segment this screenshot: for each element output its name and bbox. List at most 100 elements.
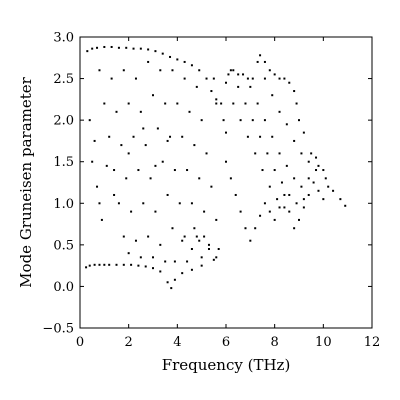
data-point	[246, 77, 249, 80]
data-point	[154, 50, 157, 53]
x-tick-label: 6	[222, 335, 230, 350]
data-point	[310, 152, 313, 155]
data-point	[302, 131, 305, 134]
data-point	[317, 189, 320, 192]
data-point	[127, 252, 130, 255]
data-point	[132, 135, 135, 138]
data-point	[91, 47, 94, 50]
data-point	[181, 135, 184, 138]
data-point	[134, 239, 137, 242]
data-point	[173, 260, 176, 263]
data-point	[225, 131, 227, 134]
data-point	[271, 94, 274, 97]
data-point	[108, 263, 111, 266]
data-point	[147, 60, 150, 63]
data-point	[142, 127, 145, 130]
data-point	[176, 102, 179, 105]
data-point	[261, 169, 264, 172]
data-point	[173, 169, 176, 172]
data-point	[254, 152, 257, 155]
data-point	[88, 264, 91, 267]
data-point	[222, 119, 225, 122]
data-point	[115, 110, 118, 113]
data-point	[278, 77, 281, 80]
data-point	[113, 169, 116, 172]
data-point	[183, 235, 186, 238]
data-point	[205, 77, 208, 80]
data-point	[98, 69, 101, 72]
data-point	[259, 214, 262, 217]
data-point	[100, 218, 103, 221]
data-point	[312, 181, 315, 184]
data-point	[154, 164, 157, 167]
data-point	[259, 54, 262, 57]
data-point	[183, 77, 186, 80]
data-point	[96, 46, 99, 49]
data-point	[315, 156, 318, 159]
data-point	[278, 206, 281, 209]
data-point	[200, 264, 203, 267]
data-point	[169, 55, 172, 58]
data-point	[254, 227, 257, 230]
data-point	[271, 135, 274, 138]
data-point	[198, 239, 201, 242]
data-point	[302, 206, 305, 209]
data-point	[242, 73, 245, 76]
data-point	[169, 135, 172, 138]
data-point	[127, 102, 130, 105]
data-point	[142, 202, 145, 205]
data-point	[132, 47, 135, 50]
data-point	[113, 193, 116, 196]
data-point	[215, 98, 218, 101]
y-tick-label: 2.0	[53, 114, 74, 129]
data-point	[193, 144, 196, 147]
data-point	[244, 102, 247, 105]
data-point	[298, 119, 300, 122]
plot-frame	[79, 36, 373, 329]
data-point	[263, 60, 266, 63]
data-point	[183, 60, 186, 63]
data-point	[203, 235, 206, 238]
data-point	[276, 198, 279, 201]
x-tick-label: 12	[364, 335, 381, 350]
data-point	[225, 81, 227, 84]
data-point	[232, 69, 235, 72]
data-point	[147, 235, 150, 238]
y-axis-label: Mode Gruneisen parameter	[17, 76, 35, 287]
data-point	[139, 110, 142, 113]
data-point	[232, 102, 235, 105]
data-point	[322, 169, 325, 172]
data-point	[198, 69, 201, 72]
data-point	[215, 218, 218, 221]
data-point	[190, 64, 193, 67]
data-point	[273, 218, 276, 221]
data-point	[137, 264, 140, 267]
data-point	[154, 210, 157, 213]
data-point	[263, 119, 266, 122]
y-tick-label: 2.5	[53, 72, 74, 87]
x-tick-label: 8	[271, 335, 279, 350]
data-point	[181, 272, 184, 275]
data-point	[181, 239, 184, 242]
y-tick-label: 1.5	[53, 155, 74, 170]
data-point	[237, 73, 240, 76]
data-point	[193, 227, 196, 230]
data-point	[205, 152, 208, 155]
data-point	[152, 94, 154, 97]
data-point	[295, 102, 298, 105]
data-point	[239, 210, 242, 213]
data-point	[237, 85, 240, 88]
data-point	[161, 52, 164, 55]
data-point	[285, 123, 288, 126]
x-tick-label: 4	[173, 335, 181, 350]
data-point	[293, 90, 296, 93]
data-point	[198, 177, 201, 180]
data-point	[268, 69, 271, 72]
data-point	[268, 210, 271, 213]
data-point	[144, 265, 147, 268]
data-point	[134, 77, 137, 80]
data-point	[302, 198, 305, 201]
data-point	[293, 139, 296, 142]
data-point	[244, 227, 247, 230]
